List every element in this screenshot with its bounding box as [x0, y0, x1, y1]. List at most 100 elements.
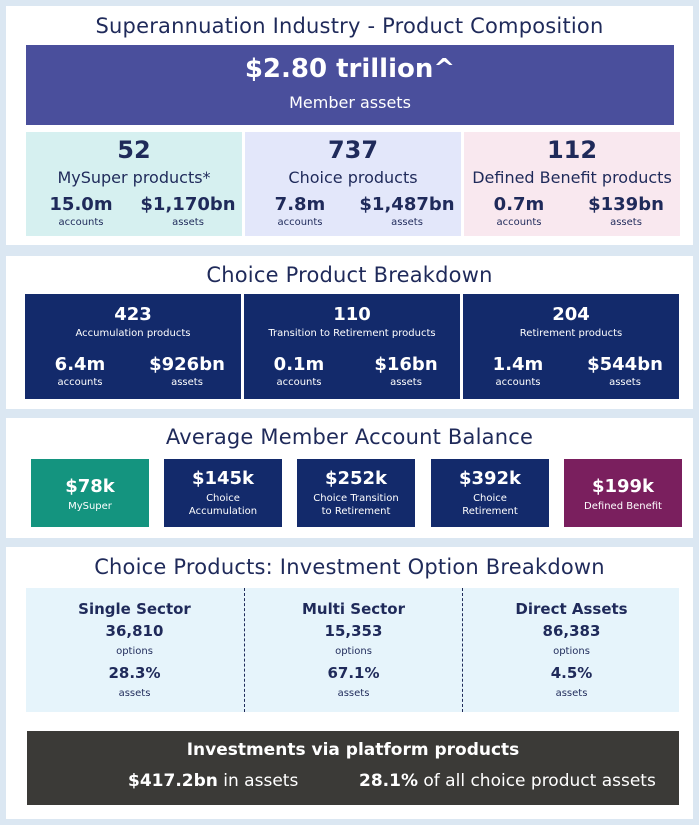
options-label: options: [335, 646, 372, 657]
accounts-stat: 0.7m accounts: [469, 194, 569, 228]
balance-choice-transition: $252k Choice Transition to Retirement: [297, 459, 415, 527]
accounts-label: accounts: [495, 377, 541, 388]
assets-value: $926bn: [149, 354, 225, 375]
panel-title: Choice Product Breakdown: [206, 263, 493, 287]
options-label: options: [116, 646, 153, 657]
product-composition-panel: Superannuation Industry - Product Compos…: [6, 6, 693, 245]
member-assets-value: $2.80 trillion^: [244, 54, 456, 84]
choice-breakdown-panel: Choice Product Breakdown 423 Accumulatio…: [6, 256, 693, 409]
platform-assets: $417.2bn in assets: [128, 771, 298, 791]
assets-label: assets: [171, 377, 203, 388]
balance-value: $78k: [65, 476, 115, 497]
column-divider: [462, 588, 463, 712]
accounts-value: 6.4m: [54, 354, 106, 375]
choice-card: 737 Choice products 7.8m accounts $1,487…: [245, 132, 461, 236]
accounts-stat: 15.0m accounts: [31, 194, 131, 228]
assets-label: assets: [610, 217, 642, 228]
assets-label: assets: [118, 688, 151, 699]
platform-products-banner: Investments via platform products $417.2…: [27, 731, 679, 805]
product-label: Defined Benefit products: [472, 168, 672, 187]
accounts-stat: 0.1m accounts: [249, 354, 349, 388]
product-label: Retirement products: [519, 328, 623, 339]
defined-benefit-card: 112 Defined Benefit products 0.7m accoun…: [464, 132, 680, 236]
assets-value: $16bn: [374, 354, 438, 375]
column-heading: Multi Sector: [301, 600, 406, 618]
platform-share: 28.1% of all choice product assets: [359, 771, 656, 791]
product-count: 52: [117, 136, 151, 164]
accounts-stat: 1.4m accounts: [468, 354, 568, 388]
product-count: 737: [327, 136, 379, 164]
product-label: Accumulation products: [75, 328, 191, 339]
accounts-label: accounts: [277, 217, 323, 228]
mysuper-card: 52 MySuper products* 15.0m accounts $1,1…: [26, 132, 242, 236]
balance-value: $199k: [591, 476, 655, 497]
assets-value: $1,170bn: [140, 194, 236, 215]
column-heading: Direct Assets: [515, 600, 628, 618]
assets-stat: $544bn assets: [575, 354, 675, 388]
transition-card: 110 Transition to Retirement products 0.…: [244, 294, 460, 399]
average-balance-panel: Average Member Account Balance $78k MySu…: [6, 418, 693, 538]
balance-label: MySuper: [68, 501, 112, 512]
multi-sector-column: Multi Sector 15,353 options 67.1% assets: [245, 588, 462, 712]
accounts-stat: 6.4m accounts: [30, 354, 130, 388]
product-count: 204: [552, 304, 590, 325]
product-label: MySuper products*: [57, 168, 211, 187]
accounts-label: accounts: [496, 217, 542, 228]
product-count: 110: [333, 304, 371, 325]
options-label: options: [553, 646, 590, 657]
assets-label: assets: [555, 688, 588, 699]
panel-title: Choice Products: Investment Option Break…: [94, 555, 605, 579]
assets-stat: $926bn assets: [137, 354, 237, 388]
product-count: 112: [546, 136, 598, 164]
balance-defined-benefit: $199k Defined Benefit: [564, 459, 682, 527]
assets-stat: $16bn assets: [356, 354, 456, 388]
balance-label-line1: Choice: [473, 493, 507, 504]
balance-choice-accumulation: $145k Choice Accumulation: [164, 459, 282, 527]
assets-value: 67.1%: [327, 664, 380, 682]
platform-share-suffix: of all choice product assets: [423, 771, 656, 791]
product-count: 423: [114, 304, 152, 325]
balance-label: Defined Benefit: [584, 501, 662, 512]
column-divider: [244, 588, 245, 712]
assets-value: $139bn: [588, 194, 664, 215]
investment-option-panel: Choice Products: Investment Option Break…: [6, 547, 693, 819]
retirement-card: 204 Retirement products 1.4m accounts $5…: [463, 294, 679, 399]
accounts-value: 7.8m: [274, 194, 326, 215]
column-heading: Single Sector: [78, 600, 191, 618]
accounts-value: 0.1m: [273, 354, 325, 375]
single-sector-column: Single Sector 36,810 options 28.3% asset…: [26, 588, 243, 712]
accounts-value: 0.7m: [493, 194, 545, 215]
member-assets-label: Member assets: [289, 93, 411, 112]
balance-label-line1: Choice Transition: [313, 493, 399, 504]
assets-value: 28.3%: [108, 664, 161, 682]
balance-value: $145k: [191, 468, 255, 489]
accounts-value: 1.4m: [492, 354, 544, 375]
balance-label-line2: to Retirement: [321, 506, 391, 517]
balance-label-line2: Retirement: [462, 506, 518, 517]
balance-label-line2: Accumulation: [188, 506, 258, 517]
balance-choice-retirement: $392k Choice Retirement: [431, 459, 549, 527]
assets-stat: $1,170bn assets: [138, 194, 238, 228]
accounts-label: accounts: [276, 377, 322, 388]
product-label: Choice products: [288, 168, 418, 187]
accounts-label: accounts: [57, 377, 103, 388]
balance-value: $392k: [458, 468, 522, 489]
assets-stat: $139bn assets: [576, 194, 676, 228]
accounts-label: accounts: [58, 217, 104, 228]
investment-options-box: Single Sector 36,810 options 28.3% asset…: [26, 588, 679, 712]
panel-title: Superannuation Industry - Product Compos…: [95, 14, 604, 38]
assets-label: assets: [609, 377, 641, 388]
assets-value: 4.5%: [550, 664, 593, 682]
assets-label: assets: [391, 217, 423, 228]
accounts-stat: 7.8m accounts: [250, 194, 350, 228]
options-value: 15,353: [324, 622, 383, 640]
options-value: 36,810: [105, 622, 164, 640]
assets-value: $544bn: [587, 354, 663, 375]
assets-label: assets: [390, 377, 422, 388]
options-value: 86,383: [542, 622, 601, 640]
accumulation-card: 423 Accumulation products 6.4m accounts …: [25, 294, 241, 399]
assets-label: assets: [172, 217, 204, 228]
panel-title: Average Member Account Balance: [165, 425, 534, 449]
platform-share-value: 28.1%: [359, 771, 418, 791]
platform-assets-value: $417.2bn: [128, 771, 218, 791]
